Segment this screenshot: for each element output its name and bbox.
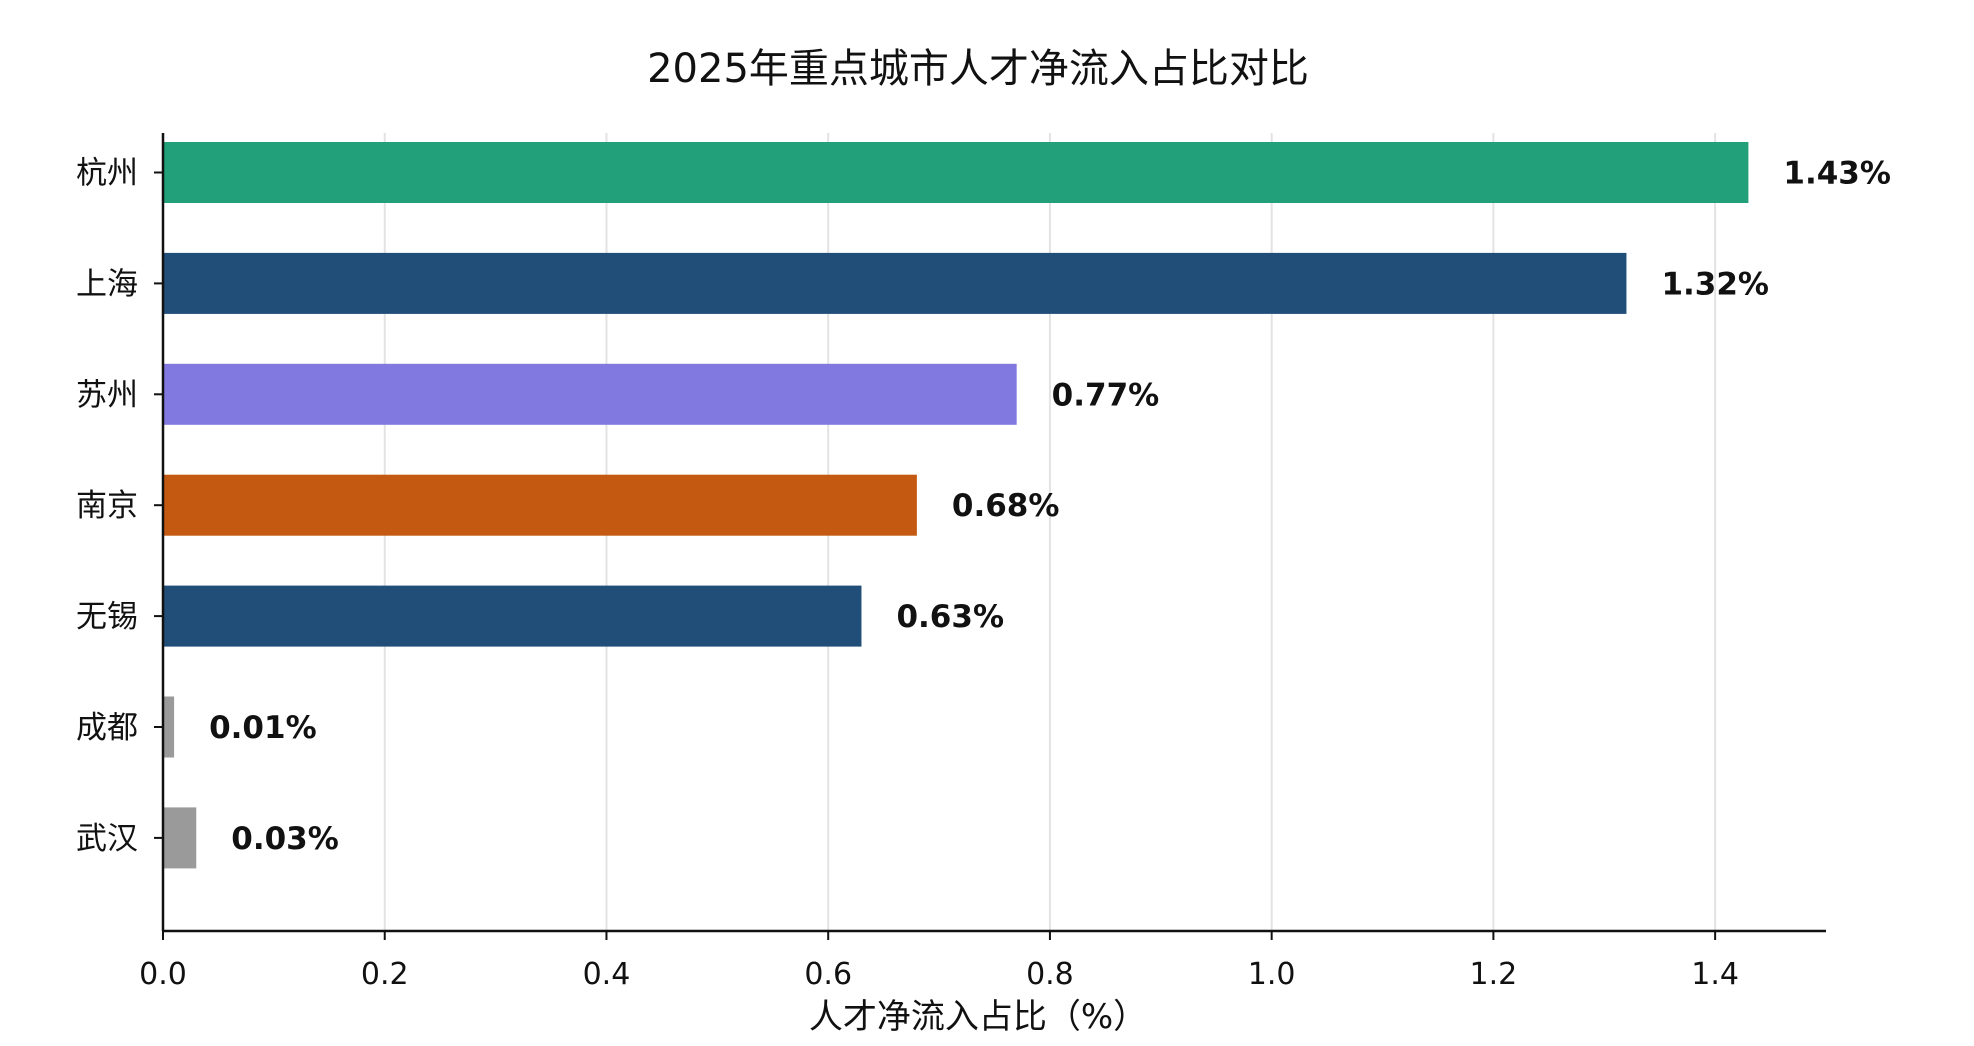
bar-value-label: 0.68% xyxy=(952,488,1060,524)
x-tick-label: 0.2 xyxy=(361,957,409,992)
category-label: 苏州 xyxy=(76,377,138,413)
x-tick-label: 0.8 xyxy=(1026,957,1074,992)
bar-value-label: 1.32% xyxy=(1661,266,1769,302)
bar-value-label: 0.63% xyxy=(896,599,1004,635)
bar-value-label: 0.77% xyxy=(1052,377,1160,413)
x-tick-label: 0.6 xyxy=(804,957,852,992)
axes: 0.0 0.2 0.4 0.6 0.8 1.0 1.2 1.4 xyxy=(139,133,1826,992)
value-labels: 1.43% 1.32% 0.77% 0.68% 0.63% 0.01% 0.03% xyxy=(209,156,1891,857)
x-tick-label: 0.0 xyxy=(139,957,187,992)
category-label: 武汉 xyxy=(76,821,138,857)
x-tick-label: 0.4 xyxy=(583,957,631,992)
bar-3 xyxy=(163,363,1017,425)
bar-5 xyxy=(163,585,862,647)
category-label: 成都 xyxy=(76,710,138,746)
bar-2 xyxy=(163,252,1627,314)
bar-value-label: 0.03% xyxy=(231,821,339,857)
category-label: 杭州 xyxy=(76,156,138,192)
x-tick-label: 1.0 xyxy=(1248,957,1296,992)
category-label: 上海 xyxy=(76,266,138,302)
x-tick-label: 1.4 xyxy=(1691,957,1739,992)
bar-7 xyxy=(163,807,197,869)
x-tick-label: 1.2 xyxy=(1470,957,1518,992)
category-label: 南京 xyxy=(76,488,138,524)
category-label: 无锡 xyxy=(76,599,138,635)
bar-4 xyxy=(163,474,917,536)
bar-value-label: 0.01% xyxy=(209,710,317,746)
bar-value-label: 1.43% xyxy=(1783,156,1891,192)
x-axis-label: 人才净流入占比（%） xyxy=(809,997,1147,1037)
bar-1 xyxy=(163,142,1749,203)
bars xyxy=(163,142,1749,869)
chart-title: 2025年重点城市人才净流入占比对比 xyxy=(647,46,1309,92)
bar-6 xyxy=(163,696,175,758)
